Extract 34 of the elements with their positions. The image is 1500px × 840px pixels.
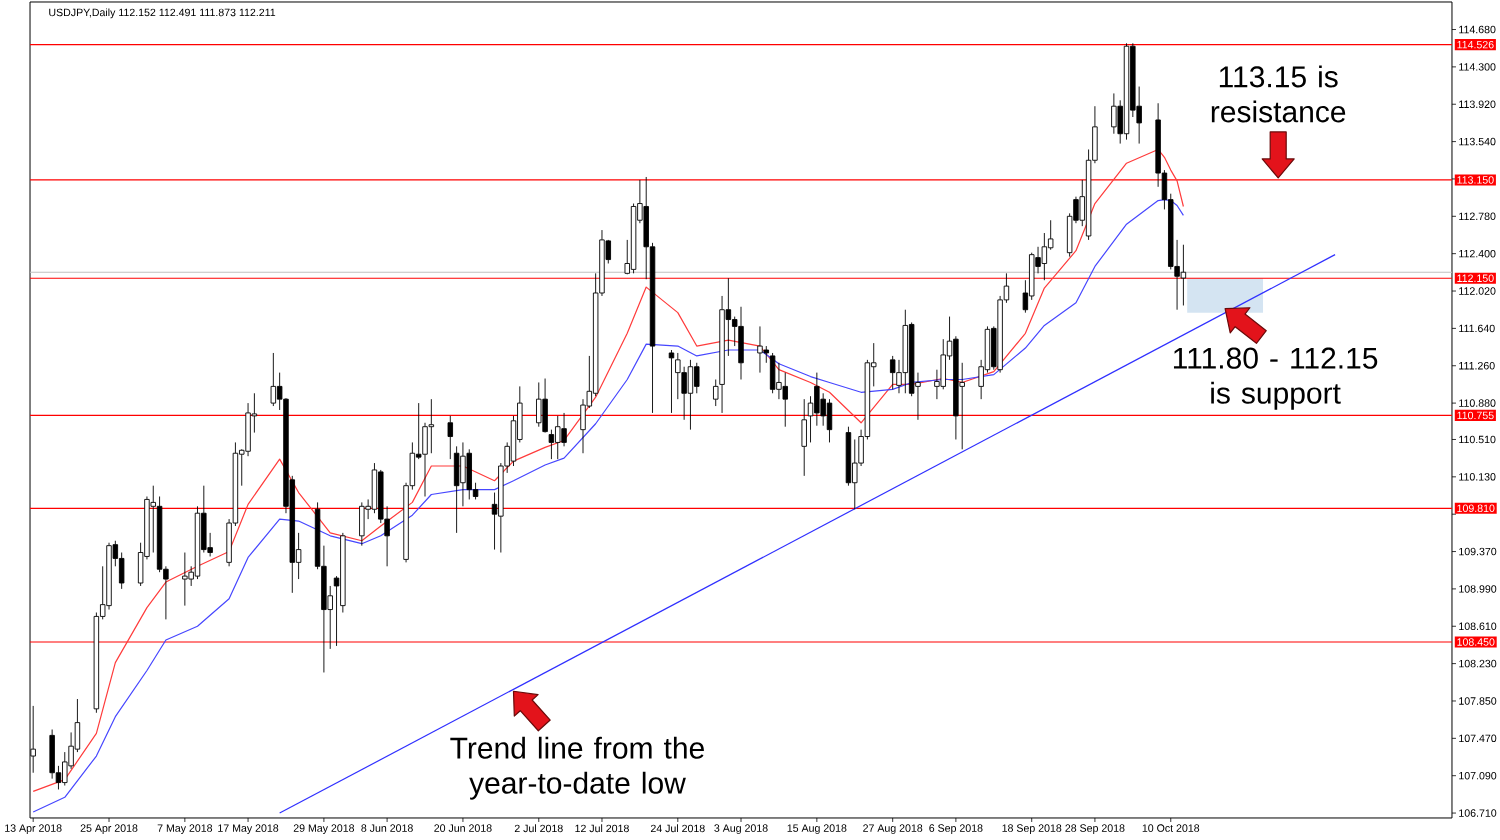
candlestick bbox=[681, 366, 687, 421]
candlestick bbox=[466, 448, 472, 500]
candlestick bbox=[580, 398, 586, 454]
candlestick bbox=[738, 306, 744, 380]
candlestick bbox=[49, 729, 55, 780]
candlestick bbox=[782, 372, 788, 428]
candlestick bbox=[1111, 92, 1117, 135]
candlestick bbox=[428, 398, 435, 454]
candlestick bbox=[852, 439, 858, 510]
candlestick bbox=[182, 552, 188, 607]
candlestick bbox=[453, 445, 460, 534]
band-label: 111.80 - 112.15 is support bbox=[1173, 347, 1378, 410]
candlestick bbox=[814, 372, 820, 427]
annotation: 113.15 is resistance bbox=[1211, 65, 1346, 123]
candlestick bbox=[561, 412, 567, 447]
candlestick bbox=[801, 398, 807, 477]
annotation: Trend line from the year-to-date low bbox=[450, 736, 704, 800]
candlestick bbox=[62, 751, 68, 786]
candlestick bbox=[902, 309, 909, 394]
candlestick bbox=[1180, 244, 1187, 306]
candlestick bbox=[845, 426, 852, 487]
candlestick bbox=[118, 552, 125, 590]
candlestick bbox=[555, 415, 561, 460]
candlestick bbox=[820, 392, 826, 427]
candlestick bbox=[106, 542, 112, 610]
candlestick bbox=[1041, 232, 1048, 281]
candlestick bbox=[542, 378, 548, 433]
candlestick bbox=[359, 501, 365, 547]
candlestick bbox=[536, 382, 542, 428]
candlestick bbox=[460, 441, 466, 507]
candlestick bbox=[757, 325, 763, 374]
candlestick bbox=[776, 362, 782, 400]
candlestick bbox=[687, 359, 694, 431]
candlestick bbox=[719, 295, 725, 414]
